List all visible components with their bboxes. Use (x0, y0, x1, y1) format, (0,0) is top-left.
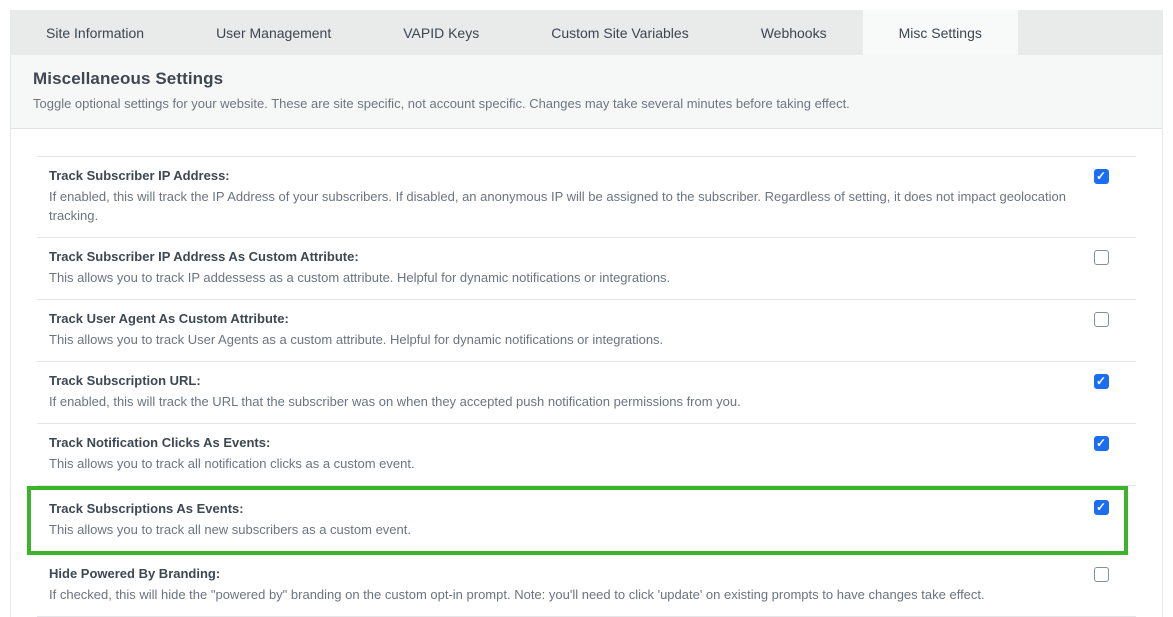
setting-text: Track Notification Clicks As Events: Thi… (49, 435, 1076, 473)
setting-description: This allows you to track User Agents as … (49, 332, 664, 347)
checkbox-track-user-agent-as-custom-attribute[interactable] (1094, 312, 1109, 327)
tab-label: VAPID Keys (403, 24, 480, 41)
settings-tab-bar: Site Information User Management VAPID K… (10, 10, 1163, 55)
panel-header: Miscellaneous Settings Toggle optional s… (11, 55, 1162, 129)
setting-row-track-subscriber-ip-address-as-custom-attribute: Track Subscriber IP Address As Custom At… (37, 238, 1136, 300)
site-settings-page: Site Information User Management VAPID K… (10, 10, 1163, 617)
setting-row-track-subscriber-ip-address: Track Subscriber IP Address: If enabled,… (37, 157, 1136, 238)
setting-text: Track Subscriptions As Events: This allo… (49, 501, 1080, 539)
checkbox-hide-powered-by-branding[interactable] (1094, 567, 1109, 582)
tab-custom-site-variables[interactable]: Custom Site Variables (515, 10, 724, 55)
setting-text: Track Subscriber IP Address As Custom At… (49, 249, 1076, 287)
tab-vapid-keys[interactable]: VAPID Keys (367, 10, 515, 55)
tab-site-information[interactable]: Site Information (10, 10, 180, 55)
page-subtitle: Toggle optional settings for your websit… (33, 96, 850, 111)
checkbox-track-subscriptions-as-events[interactable] (1094, 500, 1109, 515)
checkbox-track-subscriber-ip-address[interactable] (1094, 169, 1109, 184)
setting-text: Hide Powered By Branding: If checked, th… (49, 566, 1076, 604)
setting-text: Track Subscriber IP Address: If enabled,… (49, 168, 1076, 225)
setting-label: Track Subscriber IP Address As Custom At… (49, 249, 359, 264)
tab-label: Webhooks (760, 24, 827, 41)
settings-list: Track Subscriber IP Address: If enabled,… (27, 156, 1136, 617)
setting-text: Track User Agent As Custom Attribute: Th… (49, 311, 1076, 349)
setting-label: Track Subscriptions As Events: (49, 501, 244, 516)
setting-description: This allows you to track all new subscri… (49, 522, 411, 537)
checkbox-track-subscriber-ip-address-as-custom-attribute[interactable] (1094, 250, 1109, 265)
checkbox-track-notification-clicks-as-events[interactable] (1094, 436, 1109, 451)
setting-row-track-subscriptions-as-events: Track Subscriptions As Events: This allo… (27, 486, 1128, 555)
tab-label: Custom Site Variables (551, 24, 689, 41)
setting-row-hide-powered-by-branding: Hide Powered By Branding: If checked, th… (37, 555, 1136, 617)
setting-description: If enabled, this will track the IP Addre… (49, 189, 1066, 223)
setting-text: Track Subscription URL: If enabled, this… (49, 373, 1076, 411)
setting-row-track-subscription-url: Track Subscription URL: If enabled, this… (37, 362, 1136, 424)
setting-description: If enabled, this will track the URL that… (49, 394, 741, 409)
tab-user-management[interactable]: User Management (180, 10, 367, 55)
setting-label: Track Subscriber IP Address: (49, 168, 230, 183)
setting-row-track-user-agent-as-custom-attribute: Track User Agent As Custom Attribute: Th… (37, 300, 1136, 362)
checkbox-track-subscription-url[interactable] (1094, 374, 1109, 389)
tab-label: Site Information (46, 24, 145, 41)
tab-misc-settings[interactable]: Misc Settings (862, 10, 1018, 55)
tab-label: Misc Settings (898, 24, 982, 41)
setting-label: Track User Agent As Custom Attribute: (49, 311, 289, 326)
setting-label: Hide Powered By Branding: (49, 566, 221, 581)
misc-settings-panel: Miscellaneous Settings Toggle optional s… (10, 55, 1163, 617)
page-title: Miscellaneous Settings (33, 69, 224, 88)
tab-webhooks[interactable]: Webhooks (725, 10, 863, 55)
setting-description: If checked, this will hide the "powered … (49, 587, 985, 602)
setting-description: This allows you to track IP addessess as… (49, 270, 671, 285)
setting-description: This allows you to track all notificatio… (49, 456, 415, 471)
setting-label: Track Notification Clicks As Events: (49, 435, 271, 450)
tab-label: User Management (216, 24, 332, 41)
setting-label: Track Subscription URL: (49, 373, 201, 388)
setting-row-track-notification-clicks-as-events: Track Notification Clicks As Events: Thi… (37, 424, 1136, 486)
